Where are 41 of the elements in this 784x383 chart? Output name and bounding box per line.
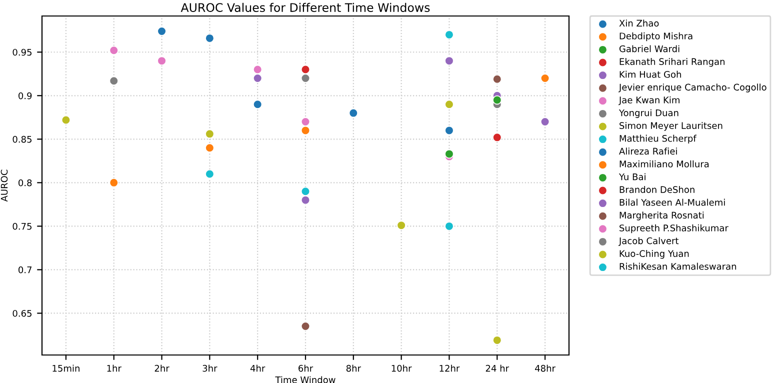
x-tick-label: 3hr xyxy=(202,364,218,372)
legend-label: Brandon DeShon xyxy=(620,186,694,193)
x-tick-label: 12hr xyxy=(440,364,460,372)
legend-label: Supreeth P.Shashikumar xyxy=(620,224,728,234)
legend-label: Kim Huat Goh xyxy=(620,70,681,78)
y-axis-title: AUROC xyxy=(0,170,8,202)
legend-label: Simon Meyer Lauritsen xyxy=(620,122,722,131)
legend-label: Gabriel Wardi xyxy=(619,45,680,52)
x-tick-label: 6hr xyxy=(298,364,314,372)
y-tick-label: 0.75 xyxy=(12,222,32,230)
x-tick-label: 24 hr xyxy=(486,364,510,372)
legend-label: Maximiliano Mollura xyxy=(620,160,709,168)
y-tick-label: 0.9 xyxy=(18,92,32,100)
x-tick-label: 48hr xyxy=(535,364,556,372)
chart-title: AUROC Values for Different Time Windows xyxy=(180,2,430,12)
x-tick-label: 15min xyxy=(52,364,80,372)
x-tick-label: 2hr xyxy=(154,364,170,372)
x-tick-label: 8hr xyxy=(346,364,361,372)
legend-label: Bilal Yaseen Al-Mualemi xyxy=(620,198,725,206)
legend-label: Matthieu Scherpf xyxy=(620,134,697,144)
x-tick-label: 1hr xyxy=(107,364,122,372)
x-axis-title: Time Window xyxy=(275,376,336,383)
x-tick-label: 10hr xyxy=(392,364,412,372)
legend-label: Jae Kwan Kim xyxy=(618,96,680,106)
y-tick-label: 0.7 xyxy=(18,266,32,274)
legend-label: Jevier enrique Camacho- Cogollo xyxy=(618,84,766,92)
legend-label: Margherita Rosnati xyxy=(620,212,704,220)
x-tick-label: 4hr xyxy=(250,364,266,372)
legend-label: Alireza Rafiei xyxy=(619,148,677,155)
y-tick-label: 0.8 xyxy=(18,179,32,186)
legend-label: RishiKesan Kamaleswaran xyxy=(620,262,736,270)
legend-label: Yongrui Duan xyxy=(618,109,678,118)
y-tick-label: 0.65 xyxy=(12,310,32,317)
legend-label: Xin Zhao xyxy=(619,20,659,27)
legend-label: Ekanath Srihari Rangan xyxy=(620,58,724,67)
y-tick-label: 0.85 xyxy=(12,136,32,143)
legend-label: Yu Bai xyxy=(618,173,646,180)
legend-label: Jacob Calvert xyxy=(618,237,679,246)
y-tick-label: 0.95 xyxy=(12,48,32,56)
legend-label: Debdipto Mishra xyxy=(620,32,692,42)
legend-label: Kuo-Ching Yuan xyxy=(620,250,689,259)
